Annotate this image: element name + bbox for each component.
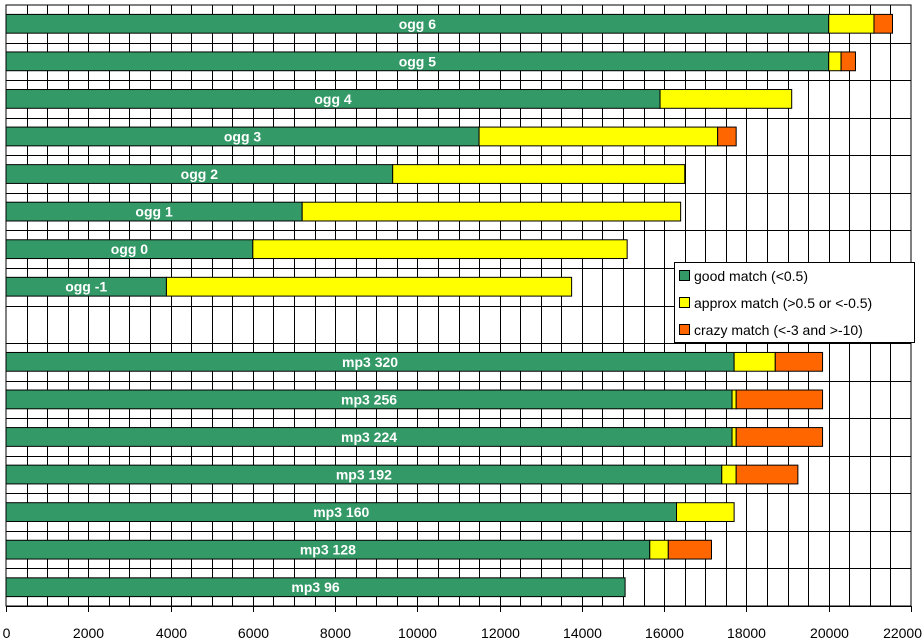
bar-label: mp3 160 xyxy=(313,504,369,520)
bar-label: ogg 3 xyxy=(224,128,262,144)
legend-label: good match (<0.5) xyxy=(694,268,808,284)
bar-segment-crazy xyxy=(774,351,824,372)
bar-segment-approx xyxy=(165,276,573,297)
bar-segment-approx xyxy=(828,13,875,34)
x-tick-label: 4000 xyxy=(156,625,187,641)
x-tick-label: 8000 xyxy=(320,625,351,641)
bar-segment-crazy xyxy=(735,389,824,410)
x-tick-label: 2000 xyxy=(73,625,104,641)
bar-segment-approx xyxy=(721,464,737,485)
bar-segment-approx xyxy=(828,51,842,72)
x-tick-label: 18000 xyxy=(727,625,766,641)
legend-label: crazy match (<-3 and >-10) xyxy=(694,322,863,338)
bar-segment-crazy xyxy=(735,427,824,447)
bar-label: ogg 5 xyxy=(399,53,437,69)
bar-segment-good xyxy=(5,577,626,598)
x-tick-label: 20000 xyxy=(810,625,849,641)
bar-segment-crazy xyxy=(873,13,893,34)
bar-label: ogg 1 xyxy=(135,204,173,220)
x-tick-label: 14000 xyxy=(563,625,602,641)
bar-segment-approx xyxy=(733,351,776,372)
x-tick-label: 10000 xyxy=(398,625,437,641)
x-tick-label: 12000 xyxy=(481,625,520,641)
bar-segment-crazy xyxy=(717,126,737,147)
bar-segment-approx xyxy=(478,126,719,147)
bar-label: ogg 0 xyxy=(111,241,149,257)
bar-label: mp3 192 xyxy=(336,467,392,483)
bar-label: ogg 4 xyxy=(314,91,352,107)
legend: good match (<0.5) approx match (>0.5 or <… xyxy=(674,262,915,343)
legend-swatch xyxy=(679,297,690,308)
x-axis: 0 2000 4000 6000 8000 10000 12000 14000 16000 180… xyxy=(3,606,922,641)
bar-label: mp3 224 xyxy=(341,429,397,445)
legend-box xyxy=(674,262,915,343)
bar-segment-approx xyxy=(659,89,793,109)
legend-swatch xyxy=(679,270,690,281)
bar-label: ogg -1 xyxy=(65,279,107,295)
x-tick-label: 6000 xyxy=(238,625,269,641)
bar-segment-crazy xyxy=(840,51,856,72)
legend-swatch xyxy=(679,324,690,335)
bar-label: mp3 96 xyxy=(291,579,339,595)
bar-segment-approx xyxy=(252,239,628,260)
bar-segment-approx xyxy=(676,502,735,522)
bar-label: ogg 6 xyxy=(399,16,437,32)
bar-labels: ogg 6 ogg 5 ogg 4 ogg 3 ogg 2 ogg 1 ogg 0 ogg -… xyxy=(65,16,436,595)
x-tick-label: 22000 xyxy=(883,625,922,641)
bar-segment-approx xyxy=(301,201,682,222)
legend-label: approx match (>0.5 or <-0.5) xyxy=(694,295,872,311)
bar-segment-crazy xyxy=(735,464,799,485)
bar-label: ogg 2 xyxy=(181,166,219,182)
bar-segment-approx xyxy=(392,164,686,184)
bar-segment-crazy xyxy=(667,539,712,560)
x-tick-label: 16000 xyxy=(645,625,684,641)
bar-label: mp3 128 xyxy=(300,542,356,558)
bar-segment-approx xyxy=(731,427,737,447)
bar-label: mp3 256 xyxy=(341,391,397,407)
bars xyxy=(5,13,893,598)
bar-segment-approx xyxy=(731,389,737,410)
bar-label: mp3 320 xyxy=(342,354,398,370)
bar-segment-approx xyxy=(649,539,669,560)
x-tick-label: 0 xyxy=(3,625,11,641)
